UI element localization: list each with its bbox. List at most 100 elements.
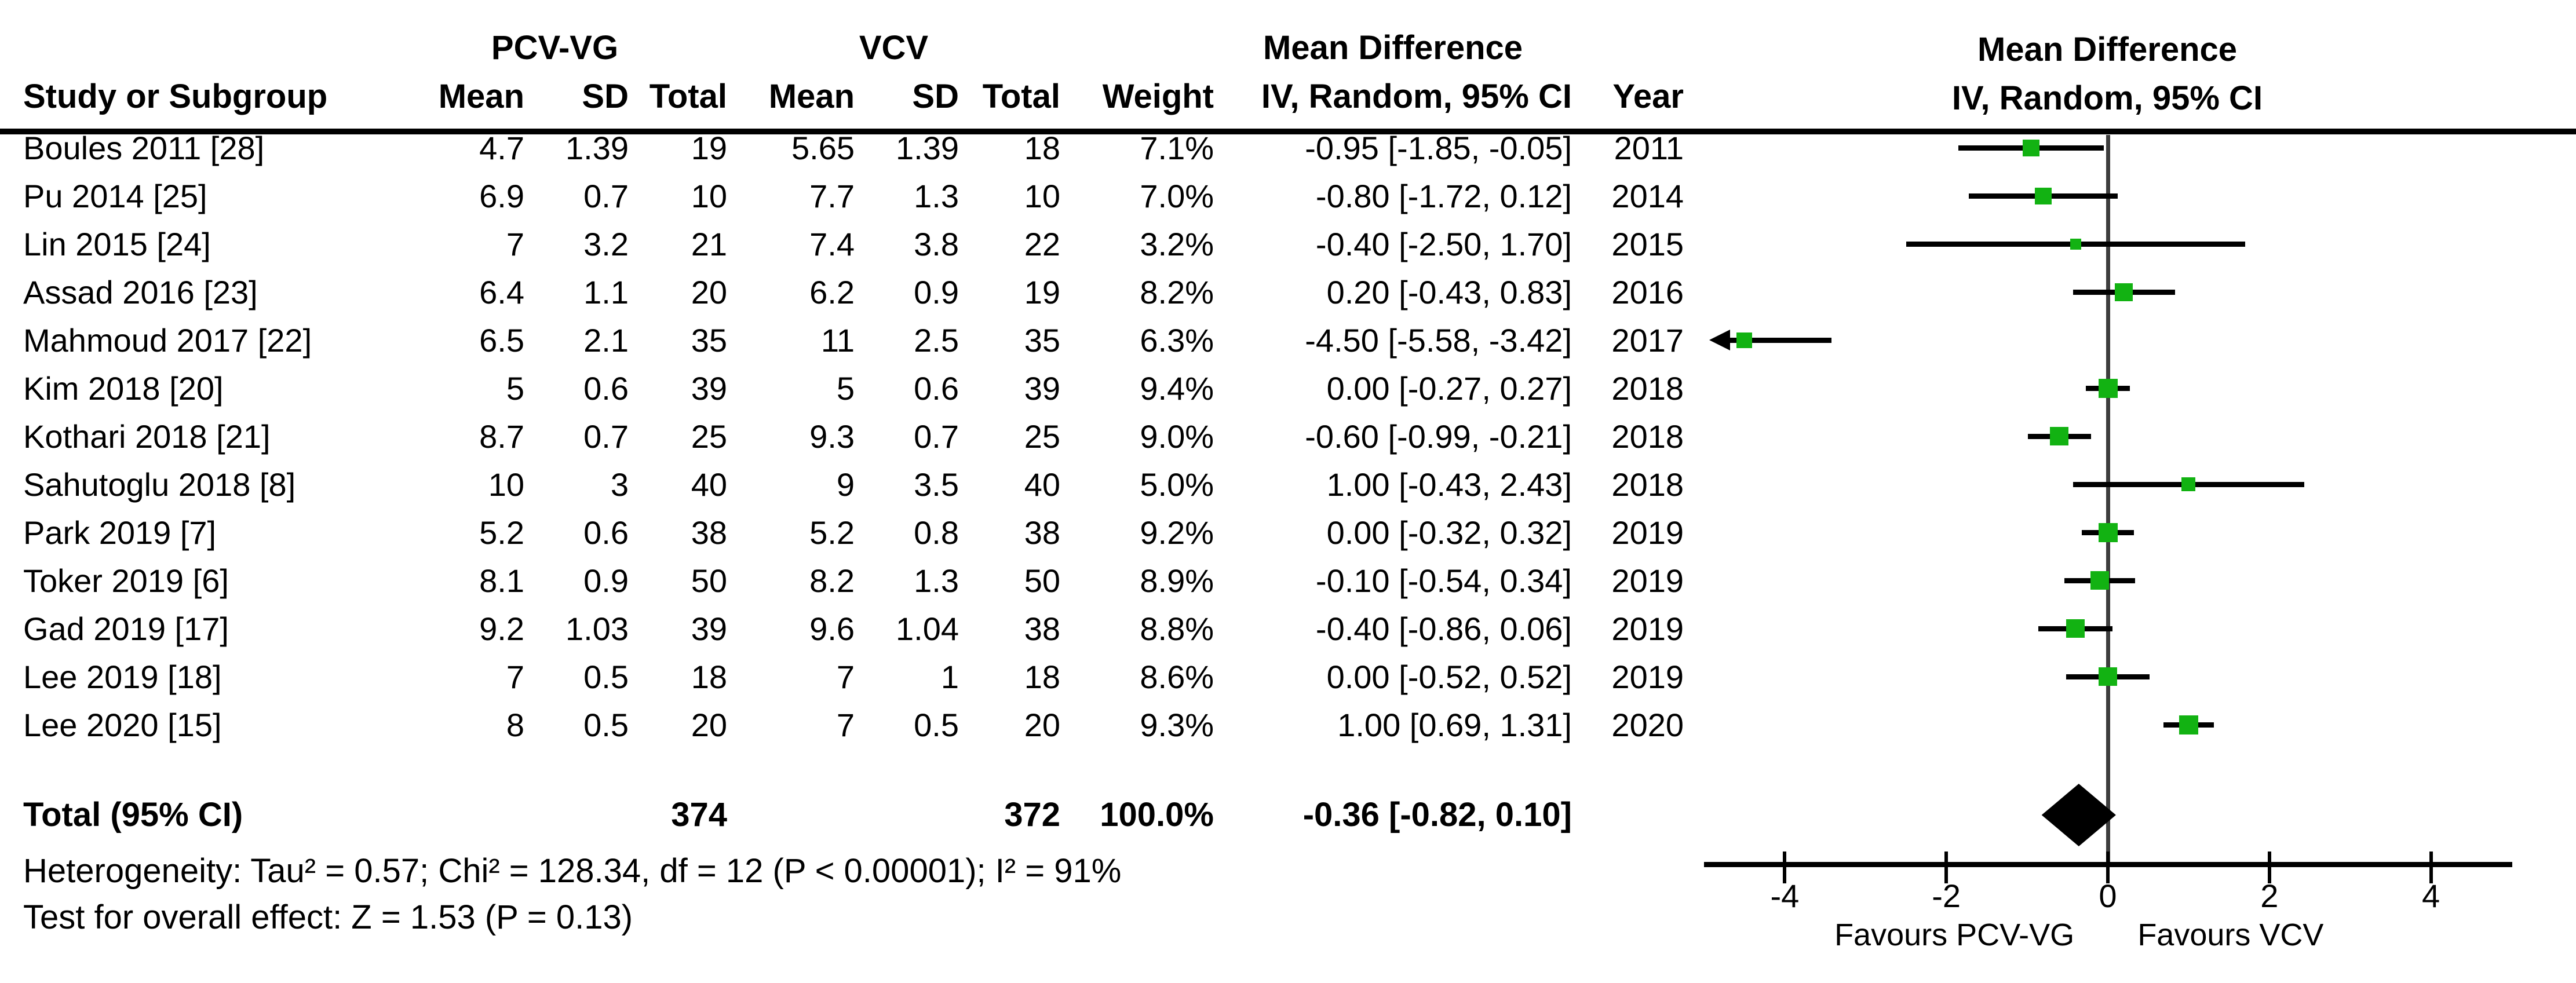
footer-stats: Heterogeneity: Tau² = 0.57; Chi² = 128.3…: [23, 848, 1121, 941]
total-mean2-empty: [727, 791, 855, 839]
study-mean2: 9: [836, 466, 855, 503]
study-weight: 7.1%: [1140, 130, 1214, 166]
effect-marker: [2023, 139, 2040, 156]
zero-line: [2106, 135, 2110, 864]
total-mean1-empty: [382, 791, 524, 839]
forest-plot-pane: -4 -2 0 2 4 Favours PCV-VG Favours VCV: [1698, 135, 2520, 983]
study-weight: 8.2%: [1140, 274, 1214, 310]
study-mean1: 7: [506, 659, 524, 695]
study-year: 2018: [1611, 466, 1684, 503]
col-header-study: Study or Subgroup: [23, 78, 328, 115]
total-sd1-empty: [524, 791, 629, 839]
study-sd2: 1.39: [896, 130, 959, 166]
study-mean1: 5.2: [479, 514, 524, 551]
summary-diamond: [2041, 784, 2116, 846]
study-weight: 9.2%: [1140, 514, 1214, 551]
study-label: Pu 2014 [25]: [23, 178, 207, 214]
study-mean2: 6.2: [809, 274, 855, 310]
effect-marker: [2181, 477, 2196, 491]
study-mean1: 8: [506, 707, 524, 743]
total-ci: -0.36 [-0.82, 0.10]: [1302, 796, 1572, 834]
effect-marker: [2090, 571, 2110, 590]
study-total2: 39: [1024, 370, 1060, 407]
total-row: Total (95% CI) 374 372 100.0% -0.36 [-0.…: [0, 791, 1684, 839]
study-ci: -0.40 [-2.50, 1.70]: [1315, 226, 1572, 262]
col-header-year: Year: [1612, 78, 1684, 115]
study-sd1: 1.39: [565, 130, 629, 166]
study-total2: 50: [1024, 562, 1060, 599]
study-sd2: 3.5: [914, 466, 959, 503]
study-sd2: 0.7: [914, 418, 959, 455]
study-mean1: 7: [506, 226, 524, 262]
study-label: Park 2019 [7]: [23, 514, 217, 551]
axis-tick-label: 4: [2422, 878, 2440, 914]
table-row: Boules 2011 [28] 4.7 1.39 19 5.65 1.39 18 7.1% -…: [0, 124, 1684, 172]
col-header-mean1: Mean: [438, 78, 524, 115]
study-mean2: 5: [836, 370, 855, 407]
axis-tick: [1944, 852, 1949, 883]
group-header-effect: Mean Difference: [1263, 29, 1523, 67]
study-sd1: 0.6: [583, 514, 629, 551]
table-row: Sahutoglu 2018 [8] 10 3 40 9 3.5 40 5.0% 1.00 [-…: [0, 461, 1684, 509]
effect-marker: [2099, 667, 2117, 686]
study-total1: 10: [691, 178, 727, 214]
study-total1: 20: [691, 707, 727, 743]
study-mean2: 5.65: [791, 130, 855, 166]
study-total1: 39: [691, 611, 727, 647]
study-ci: -0.40 [-0.86, 0.06]: [1315, 611, 1572, 647]
study-ci: -0.10 [-0.54, 0.34]: [1315, 562, 1572, 599]
axis-tick-label: 0: [2099, 878, 2117, 914]
study-weight: 8.6%: [1140, 659, 1214, 695]
study-sd1: 0.5: [583, 707, 629, 743]
study-sd2: 2.5: [914, 322, 959, 359]
effect-marker: [2115, 283, 2133, 301]
study-total1: 50: [691, 562, 727, 599]
study-year: 2016: [1611, 274, 1684, 310]
study-label: Kim 2018 [20]: [23, 370, 224, 407]
study-sd2: 0.5: [914, 707, 959, 743]
group-header-spacer: [0, 23, 382, 72]
study-sd1: 0.6: [583, 370, 629, 407]
study-mean2: 9.3: [809, 418, 855, 455]
axis-tick-label: 2: [2260, 878, 2279, 914]
col-header-ci: IV, Random, 95% CI: [1261, 78, 1572, 115]
effect-marker: [2070, 238, 2081, 250]
study-ci: 1.00 [0.69, 1.31]: [1337, 707, 1572, 743]
study-total1: 39: [691, 370, 727, 407]
study-sd1: 0.9: [583, 562, 629, 599]
study-total1: 18: [691, 659, 727, 695]
table-row: Lin 2015 [24] 7 3.2 21 7.4 3.8 22 3.2% -0.40 [-2…: [0, 220, 1684, 268]
study-label: Assad 2016 [23]: [23, 274, 258, 310]
study-weight: 8.8%: [1140, 611, 1214, 647]
plot-header-effect: Mean Difference: [1977, 31, 2238, 68]
total-n1: 374: [671, 796, 727, 834]
header-separator-line: [0, 129, 2576, 134]
study-label: Lee 2019 [18]: [23, 659, 222, 695]
study-sd1: 3: [610, 466, 629, 503]
table-row: Gad 2019 [17] 9.2 1.03 39 9.6 1.04 38 8.8% -0.40…: [0, 605, 1684, 653]
table-row: Kothari 2018 [21] 8.7 0.7 25 9.3 0.7 25 9.0% -0.…: [0, 412, 1684, 461]
study-mean2: 7.4: [809, 226, 855, 262]
plot-header-model: IV, Random, 95% CI: [1951, 79, 2263, 117]
study-total2: 38: [1024, 514, 1060, 551]
study-sd1: 0.5: [583, 659, 629, 695]
axis-tick: [1783, 852, 1787, 883]
col-header-total2: Total: [982, 78, 1060, 115]
study-label: Toker 2019 [6]: [23, 562, 229, 599]
study-weight: 9.0%: [1140, 418, 1214, 455]
heterogeneity-text: Heterogeneity: Tau² = 0.57; Chi² = 128.3…: [23, 852, 1122, 890]
axis-tick: [2106, 852, 2110, 883]
table-row: Pu 2014 [25] 6.9 0.7 10 7.7 1.3 10 7.0% -0.80 [-…: [0, 172, 1684, 220]
study-year: 2019: [1611, 611, 1684, 647]
effect-marker: [2034, 187, 2052, 204]
study-total1: 25: [691, 418, 727, 455]
study-mean2: 5.2: [809, 514, 855, 551]
study-mean2: 7.7: [809, 178, 855, 214]
study-label: Kothari 2018 [21]: [23, 418, 271, 455]
favours-right-label: Favours VCV: [2137, 918, 2324, 952]
study-label: Mahmoud 2017 [22]: [23, 322, 312, 359]
column-header-row: Study or Subgroup Mean SD Total Mean SD …: [0, 73, 1684, 120]
study-year: 2015: [1611, 226, 1684, 262]
study-year: 2019: [1611, 514, 1684, 551]
